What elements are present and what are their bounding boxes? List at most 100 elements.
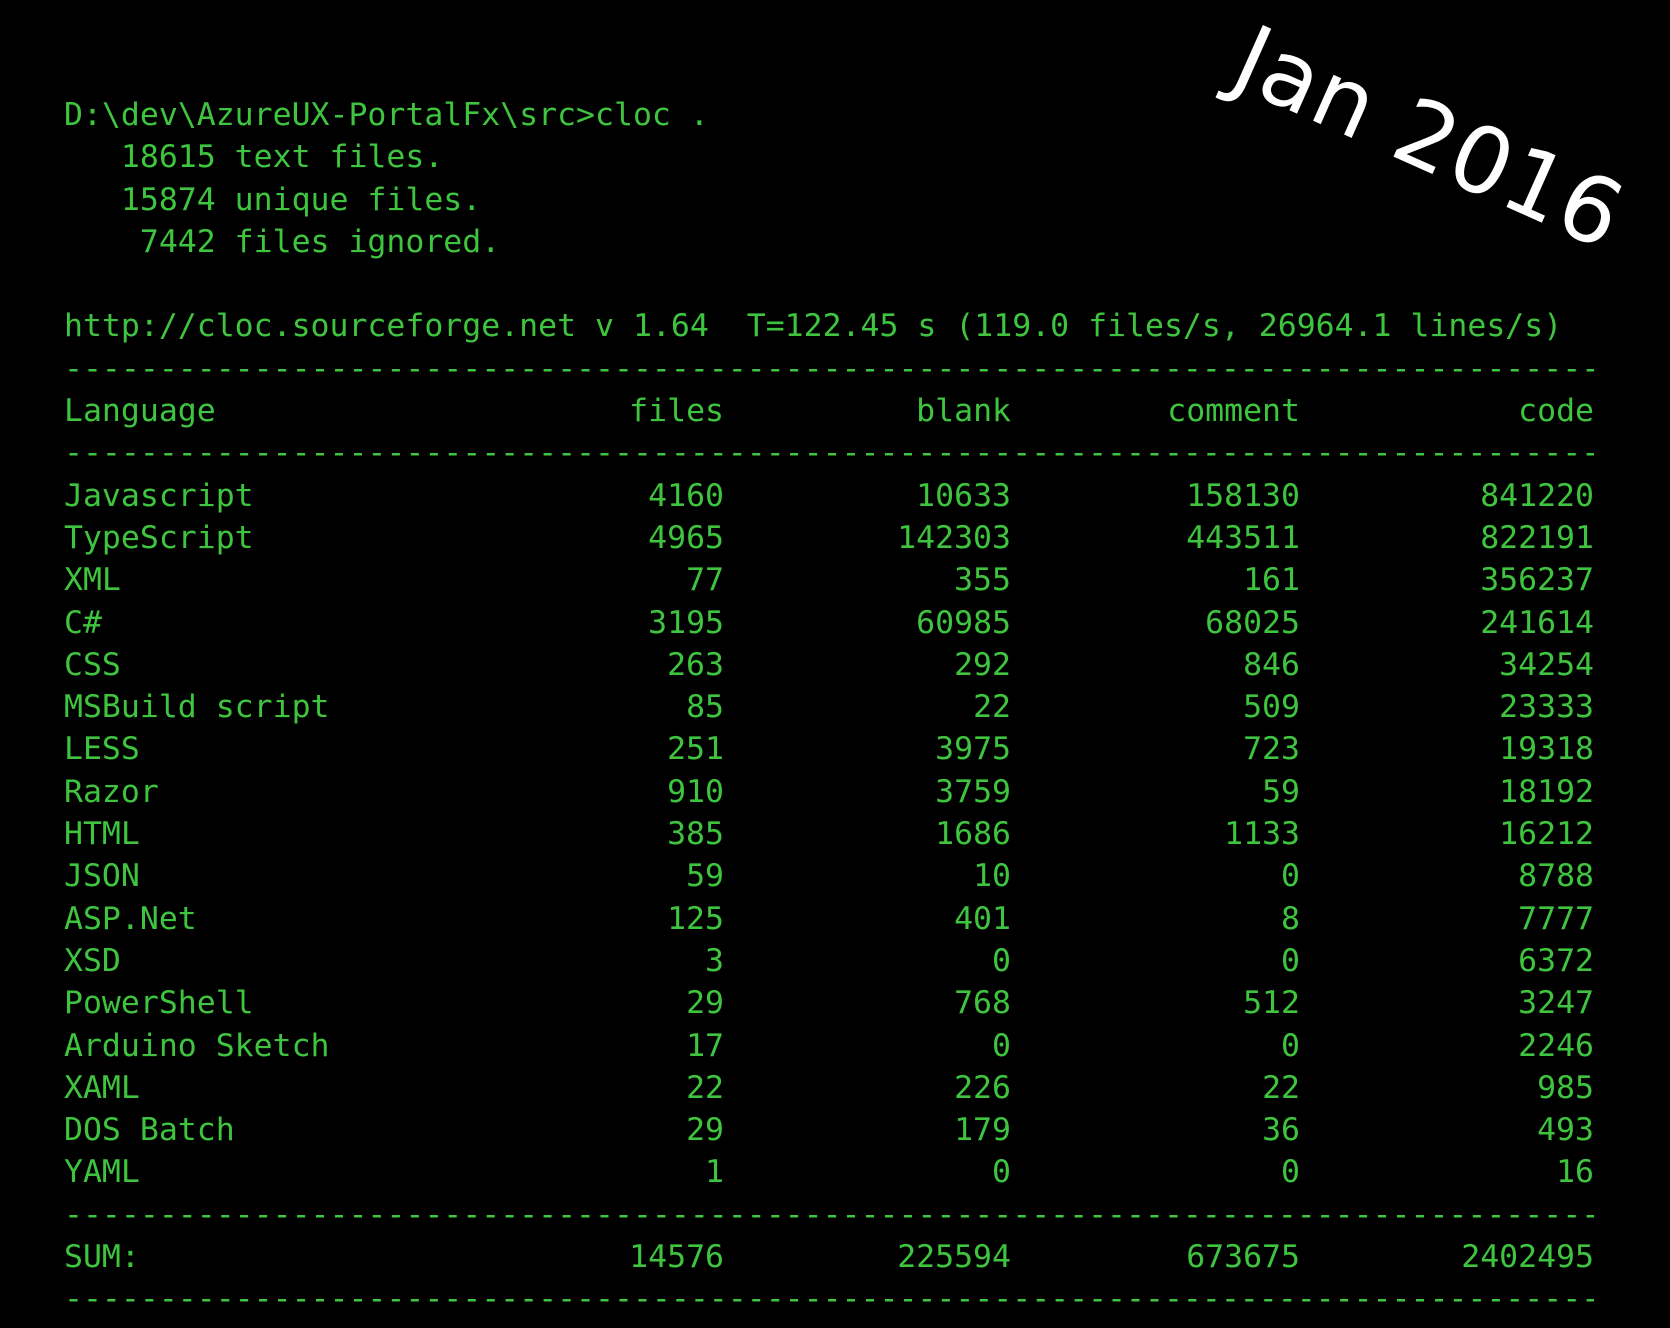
divider-line: ----------------------------------------… bbox=[64, 435, 1594, 472]
cell-blank: 3975 bbox=[935, 731, 1011, 768]
cell-files: 910 bbox=[667, 773, 724, 810]
cell-blank: 179 bbox=[954, 1112, 1011, 1149]
cell-comment: 509 bbox=[1243, 689, 1300, 726]
cell-files: 59 bbox=[686, 858, 724, 895]
cell-files: 3195 bbox=[648, 604, 724, 641]
cell-language: XSD bbox=[64, 942, 121, 979]
cell-blank: 355 bbox=[954, 562, 1011, 599]
cell-files: 4160 bbox=[648, 477, 724, 514]
cell-code: 241614 bbox=[1480, 604, 1594, 641]
cell-blank: 3759 bbox=[935, 773, 1011, 810]
cell-code: 985 bbox=[1537, 1069, 1594, 1106]
cell-files: 125 bbox=[667, 900, 724, 937]
unique-files-line: 15874 unique files. bbox=[64, 181, 482, 218]
cell-language: ASP.Net bbox=[64, 900, 197, 937]
cell-blank: 142303 bbox=[897, 519, 1011, 556]
cell-code: 34254 bbox=[1499, 646, 1594, 683]
table-body: Javascript 4160 10633 158130 841220 Type… bbox=[64, 475, 1594, 1194]
cell-code: 356237 bbox=[1480, 562, 1594, 599]
cell-comment: 158130 bbox=[1186, 477, 1300, 514]
table-row: Arduino Sketch 17 0 0 2246 bbox=[64, 1025, 1594, 1067]
cell-comment: 723 bbox=[1243, 731, 1300, 768]
cell-code: 23333 bbox=[1499, 689, 1594, 726]
divider-line: ----------------------------------------… bbox=[64, 350, 1594, 387]
sum-code: 2402495 bbox=[1461, 1239, 1594, 1276]
cell-language: Javascript bbox=[64, 477, 254, 514]
cell-blank: 0 bbox=[992, 1027, 1011, 1064]
header-comment: comment bbox=[1167, 393, 1300, 430]
meta-line: http://cloc.sourceforge.net v 1.64 T=122… bbox=[64, 308, 1563, 345]
cell-blank: 22 bbox=[973, 689, 1011, 726]
table-row: TypeScript 4965 142303 443511 822191 bbox=[64, 517, 1594, 559]
cell-comment: 68025 bbox=[1205, 604, 1300, 641]
cell-code: 841220 bbox=[1480, 477, 1594, 514]
cell-blank: 226 bbox=[954, 1069, 1011, 1106]
divider-line: ----------------------------------------… bbox=[64, 1196, 1594, 1233]
table-row: LESS 251 3975 723 19318 bbox=[64, 728, 1594, 770]
cell-language: CSS bbox=[64, 646, 121, 683]
cell-code: 8788 bbox=[1518, 858, 1594, 895]
cell-files: 29 bbox=[686, 1112, 724, 1149]
table-row: XAML 22 226 22 985 bbox=[64, 1067, 1594, 1109]
cell-language: HTML bbox=[64, 816, 140, 853]
cell-files: 77 bbox=[686, 562, 724, 599]
table-row: XML 77 355 161 356237 bbox=[64, 559, 1594, 601]
table-row: MSBuild script 85 22 509 23333 bbox=[64, 686, 1594, 728]
cell-code: 3247 bbox=[1518, 985, 1594, 1022]
cell-comment: 36 bbox=[1262, 1112, 1300, 1149]
table-row: Razor 910 3759 59 18192 bbox=[64, 771, 1594, 813]
cell-code: 7777 bbox=[1518, 900, 1594, 937]
sum-blank: 225594 bbox=[897, 1239, 1011, 1276]
cell-comment: 22 bbox=[1262, 1069, 1300, 1106]
header-files: files bbox=[629, 393, 724, 430]
table-row: JSON 59 10 0 8788 bbox=[64, 855, 1594, 897]
cell-language: TypeScript bbox=[64, 519, 254, 556]
header-blank: blank bbox=[916, 393, 1011, 430]
cell-files: 1 bbox=[705, 1154, 724, 1191]
table-row: PowerShell 29 768 512 3247 bbox=[64, 982, 1594, 1024]
cell-code: 2246 bbox=[1518, 1027, 1594, 1064]
sum-comment: 673675 bbox=[1186, 1239, 1300, 1276]
cell-language: YAML bbox=[64, 1154, 140, 1191]
cell-comment: 443511 bbox=[1186, 519, 1300, 556]
sum-files: 14576 bbox=[629, 1239, 724, 1276]
cell-code: 16212 bbox=[1499, 816, 1594, 853]
cell-comment: 8 bbox=[1281, 900, 1300, 937]
cell-comment: 0 bbox=[1281, 858, 1300, 895]
cell-files: 251 bbox=[667, 731, 724, 768]
cell-files: 29 bbox=[686, 985, 724, 1022]
cell-code: 822191 bbox=[1480, 519, 1594, 556]
cell-language: JSON bbox=[64, 858, 140, 895]
ignored-files-line: 7442 files ignored. bbox=[64, 223, 501, 260]
cell-language: XAML bbox=[64, 1069, 140, 1106]
cell-language: Arduino Sketch bbox=[64, 1027, 330, 1064]
cell-language: DOS Batch bbox=[64, 1112, 235, 1149]
command-line: D:\dev\AzureUX-PortalFx\src>cloc . bbox=[64, 97, 709, 133]
cell-files: 22 bbox=[686, 1069, 724, 1106]
cell-blank: 60985 bbox=[916, 604, 1011, 641]
table-row: HTML 385 1686 1133 16212 bbox=[64, 813, 1594, 855]
cell-files: 17 bbox=[686, 1027, 724, 1064]
cell-comment: 0 bbox=[1281, 1027, 1300, 1064]
cell-comment: 512 bbox=[1243, 985, 1300, 1022]
table-row: Javascript 4160 10633 158130 841220 bbox=[64, 475, 1594, 517]
cell-language: C# bbox=[64, 604, 102, 641]
table-row: XSD 3 0 0 6372 bbox=[64, 940, 1594, 982]
cell-comment: 0 bbox=[1281, 942, 1300, 979]
cell-comment: 59 bbox=[1262, 773, 1300, 810]
cell-files: 263 bbox=[667, 646, 724, 683]
table-row: C# 3195 60985 68025 241614 bbox=[64, 602, 1594, 644]
table-row: ASP.Net 125 401 8 7777 bbox=[64, 898, 1594, 940]
header-language: Language bbox=[64, 393, 216, 430]
cell-files: 85 bbox=[686, 689, 724, 726]
divider-line: ----------------------------------------… bbox=[64, 1281, 1594, 1318]
cell-files: 3 bbox=[705, 942, 724, 979]
sum-row: SUM: 14576 225594 673675 2402495 bbox=[64, 1236, 1594, 1278]
table-row: CSS 263 292 846 34254 bbox=[64, 644, 1594, 686]
cell-comment: 846 bbox=[1243, 646, 1300, 683]
table-row: DOS Batch 29 179 36 493 bbox=[64, 1109, 1594, 1151]
cell-blank: 768 bbox=[954, 985, 1011, 1022]
cell-blank: 0 bbox=[992, 1154, 1011, 1191]
cell-language: LESS bbox=[64, 731, 140, 768]
